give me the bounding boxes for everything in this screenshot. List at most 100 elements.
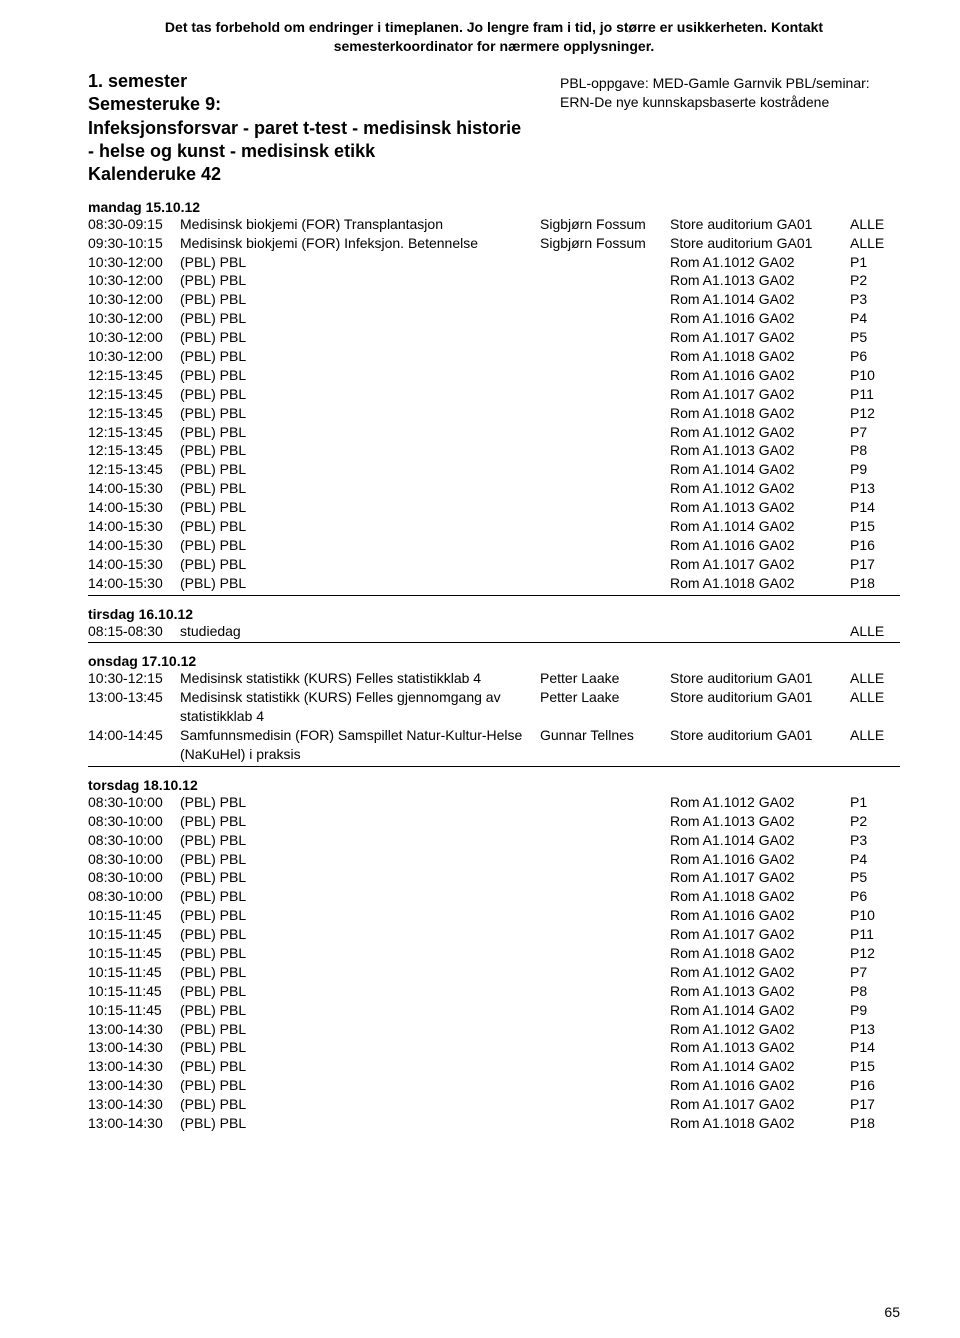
schedule-row: 13:00-14:30(PBL) PBLRom A1.1013 GA02P14 <box>88 1038 900 1057</box>
group-cell: P10 <box>850 906 900 925</box>
divider <box>88 595 900 596</box>
group-cell: P16 <box>850 536 900 555</box>
desc-cell: studiedag <box>180 622 540 641</box>
room-cell: Store auditorium GA01 <box>670 669 850 688</box>
group-cell: P17 <box>850 555 900 574</box>
schedule-row: 14:00-15:30(PBL) PBLRom A1.1012 GA02P13 <box>88 479 900 498</box>
time-cell: 10:15-11:45 <box>88 925 180 944</box>
schedule-row: 10:15-11:45(PBL) PBLRom A1.1014 GA02P9 <box>88 1001 900 1020</box>
schedule-row: 12:15-13:45(PBL) PBLRom A1.1017 GA02P11 <box>88 385 900 404</box>
desc-cell: (PBL) PBL <box>180 1057 540 1076</box>
schedule-row: 14:00-14:45Samfunnsmedisin (FOR) Samspil… <box>88 726 900 764</box>
room-cell: Store auditorium GA01 <box>670 688 850 707</box>
group-cell: ALLE <box>850 726 900 745</box>
schedule-row: 10:30-12:00(PBL) PBLRom A1.1016 GA02P4 <box>88 309 900 328</box>
schedule-row: 10:15-11:45(PBL) PBLRom A1.1012 GA02P7 <box>88 963 900 982</box>
desc-cell: (PBL) PBL <box>180 271 540 290</box>
desc-cell: Medisinsk biokjemi (FOR) Infeksjon. Bete… <box>180 234 540 253</box>
room-cell: Rom A1.1018 GA02 <box>670 887 850 906</box>
page-number: 65 <box>884 1304 900 1320</box>
time-cell: 13:00-14:30 <box>88 1095 180 1114</box>
time-cell: 12:15-13:45 <box>88 441 180 460</box>
group-cell: P4 <box>850 309 900 328</box>
desc-cell: (PBL) PBL <box>180 347 540 366</box>
time-cell: 10:30-12:00 <box>88 253 180 272</box>
desc-cell: (PBL) PBL <box>180 423 540 442</box>
desc-cell: (PBL) PBL <box>180 555 540 574</box>
desc-cell: (PBL) PBL <box>180 982 540 1001</box>
time-cell: 13:00-14:30 <box>88 1038 180 1057</box>
group-cell: P15 <box>850 517 900 536</box>
title-block: 1. semesterSemesteruke 9:Infeksjonsforsv… <box>88 70 528 187</box>
schedule-row: 08:30-09:15Medisinsk biokjemi (FOR) Tran… <box>88 215 900 234</box>
group-cell: P12 <box>850 404 900 423</box>
group-cell: P3 <box>850 831 900 850</box>
room-cell: Rom A1.1017 GA02 <box>670 328 850 347</box>
room-cell: Rom A1.1013 GA02 <box>670 271 850 290</box>
time-cell: 12:15-13:45 <box>88 460 180 479</box>
room-cell: Rom A1.1018 GA02 <box>670 574 850 593</box>
schedule-row: 10:30-12:00(PBL) PBLRom A1.1018 GA02P6 <box>88 347 900 366</box>
room-cell: Rom A1.1016 GA02 <box>670 1076 850 1095</box>
schedule-row: 12:15-13:45(PBL) PBLRom A1.1018 GA02P12 <box>88 404 900 423</box>
group-cell: ALLE <box>850 688 900 707</box>
room-cell: Rom A1.1012 GA02 <box>670 253 850 272</box>
time-cell: 10:30-12:00 <box>88 328 180 347</box>
time-cell: 14:00-15:30 <box>88 536 180 555</box>
group-cell: P15 <box>850 1057 900 1076</box>
time-cell: 10:30-12:15 <box>88 669 180 688</box>
schedule-row: 14:00-15:30(PBL) PBLRom A1.1018 GA02P18 <box>88 574 900 593</box>
group-cell: P3 <box>850 290 900 309</box>
desc-cell: (PBL) PBL <box>180 793 540 812</box>
schedule-row: 12:15-13:45(PBL) PBLRom A1.1013 GA02P8 <box>88 441 900 460</box>
desc-cell: (PBL) PBL <box>180 574 540 593</box>
group-cell: P10 <box>850 366 900 385</box>
time-cell: 10:30-12:00 <box>88 309 180 328</box>
time-cell: 08:30-10:00 <box>88 868 180 887</box>
day-label: tirsdag 16.10.12 <box>88 604 900 622</box>
room-cell: Rom A1.1012 GA02 <box>670 479 850 498</box>
schedule-row: 10:15-11:45(PBL) PBLRom A1.1017 GA02P11 <box>88 925 900 944</box>
desc-cell: (PBL) PBL <box>180 944 540 963</box>
group-cell: P1 <box>850 253 900 272</box>
room-cell: Rom A1.1016 GA02 <box>670 536 850 555</box>
desc-cell: (PBL) PBL <box>180 328 540 347</box>
time-cell: 08:30-10:00 <box>88 831 180 850</box>
schedule-row: 10:30-12:15Medisinsk statistikk (KURS) F… <box>88 669 900 688</box>
instructor-cell: Petter Laake <box>540 669 670 688</box>
group-cell: P12 <box>850 944 900 963</box>
time-cell: 13:00-14:30 <box>88 1114 180 1133</box>
room-cell: Rom A1.1013 GA02 <box>670 812 850 831</box>
divider <box>88 642 900 643</box>
schedule-row: 10:15-11:45(PBL) PBLRom A1.1013 GA02P8 <box>88 982 900 1001</box>
room-cell: Rom A1.1012 GA02 <box>670 963 850 982</box>
schedule-row: 08:15-08:30studiedagALLE <box>88 622 900 641</box>
time-cell: 10:15-11:45 <box>88 944 180 963</box>
schedule-row: 12:15-13:45(PBL) PBLRom A1.1016 GA02P10 <box>88 366 900 385</box>
room-cell: Store auditorium GA01 <box>670 726 850 745</box>
time-cell: 13:00-14:30 <box>88 1020 180 1039</box>
day-label: onsdag 17.10.12 <box>88 651 900 669</box>
desc-cell: (PBL) PBL <box>180 906 540 925</box>
time-cell: 13:00-14:30 <box>88 1057 180 1076</box>
schedule-row: 14:00-15:30(PBL) PBLRom A1.1014 GA02P15 <box>88 517 900 536</box>
room-cell: Rom A1.1013 GA02 <box>670 982 850 1001</box>
desc-cell: Medisinsk statistikk (KURS) Felles gjenn… <box>180 688 540 726</box>
group-cell: P17 <box>850 1095 900 1114</box>
room-cell: Rom A1.1013 GA02 <box>670 1038 850 1057</box>
time-cell: 10:30-12:00 <box>88 271 180 290</box>
disclaimer: Det tas forbehold om endringer i timepla… <box>88 18 900 56</box>
room-cell: Store auditorium GA01 <box>670 215 850 234</box>
time-cell: 10:30-12:00 <box>88 347 180 366</box>
desc-cell: (PBL) PBL <box>180 385 540 404</box>
room-cell: Rom A1.1012 GA02 <box>670 423 850 442</box>
room-cell: Rom A1.1016 GA02 <box>670 906 850 925</box>
desc-cell: (PBL) PBL <box>180 812 540 831</box>
desc-cell: (PBL) PBL <box>180 479 540 498</box>
day-block: mandag 15.10.1208:30-09:15Medisinsk biok… <box>88 197 900 593</box>
desc-cell: (PBL) PBL <box>180 498 540 517</box>
desc-cell: (PBL) PBL <box>180 253 540 272</box>
desc-cell: Samfunnsmedisin (FOR) Samspillet Natur-K… <box>180 726 540 764</box>
schedule-row: 14:00-15:30(PBL) PBLRom A1.1017 GA02P17 <box>88 555 900 574</box>
schedule-row: 12:15-13:45(PBL) PBLRom A1.1014 GA02P9 <box>88 460 900 479</box>
